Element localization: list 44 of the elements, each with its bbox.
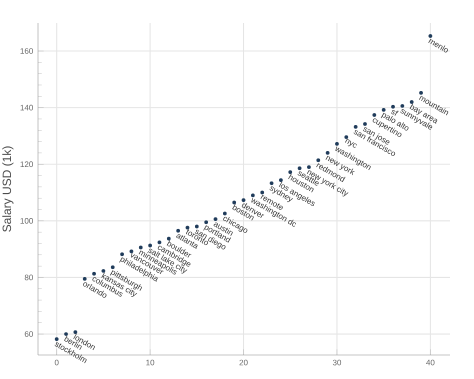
point — [316, 158, 320, 162]
point — [194, 224, 199, 228]
point — [92, 272, 96, 276]
point — [419, 91, 423, 95]
point — [204, 220, 208, 224]
y-tick-label: 120 — [20, 161, 33, 168]
point — [400, 104, 404, 108]
point — [54, 337, 59, 342]
point — [148, 244, 152, 248]
point — [298, 166, 302, 170]
y-tick-label: 160 — [20, 48, 33, 54]
y-axis-title: Salary USD (1k) — [2, 146, 14, 232]
x-tick-label: 40 — [426, 360, 435, 366]
point — [110, 265, 115, 270]
point — [176, 228, 180, 233]
point — [242, 198, 246, 202]
point — [82, 276, 87, 281]
point — [344, 135, 348, 139]
point — [326, 151, 330, 155]
x-tick-label: 10 — [146, 360, 154, 366]
point — [214, 217, 218, 222]
annotation: nyc — [344, 138, 357, 148]
point — [363, 122, 367, 126]
y-tick-label: 80 — [24, 274, 33, 280]
point — [270, 181, 274, 186]
point — [354, 125, 358, 129]
point — [372, 113, 376, 117]
point — [382, 108, 386, 112]
point — [120, 252, 124, 256]
point — [391, 104, 395, 109]
point — [138, 246, 143, 250]
point — [158, 240, 162, 244]
y-tick-label: 100 — [20, 218, 33, 224]
x-tick-label: 30 — [332, 360, 342, 366]
point — [251, 194, 255, 198]
annotation: menlo — [428, 38, 448, 52]
x-tick-label: 20 — [239, 360, 248, 366]
point — [428, 34, 432, 38]
point — [260, 190, 264, 194]
point — [307, 165, 311, 169]
point — [335, 142, 339, 146]
y-tick-label: 140 — [20, 104, 33, 110]
point — [222, 212, 227, 216]
y-tick-label: 60 — [24, 331, 33, 337]
